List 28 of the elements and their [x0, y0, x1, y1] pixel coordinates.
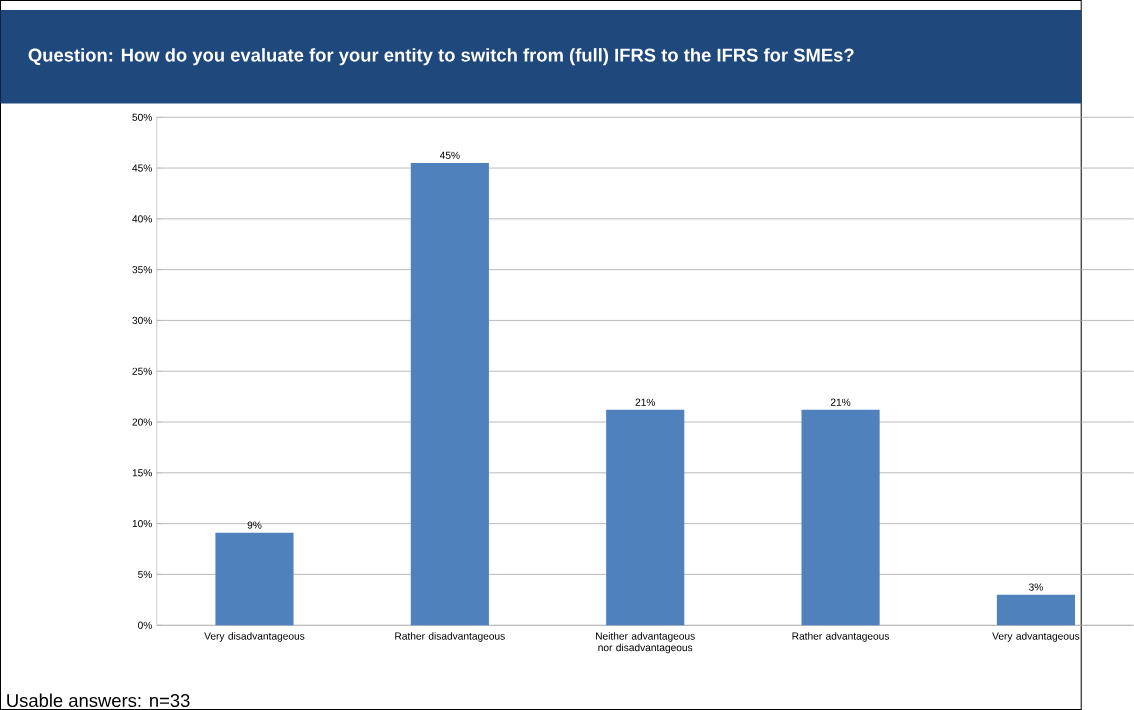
- x-tick-label: Very disadvantageous: [204, 632, 305, 642]
- y-tick-label: 40%: [132, 215, 152, 223]
- y-tick-label: 30%: [132, 316, 152, 325]
- y-tick-label: 50%: [132, 113, 152, 121]
- x-tick-label: Very advantageous: [992, 632, 1080, 642]
- y-tick-label: 15%: [132, 469, 152, 477]
- y-tick-label: 0%: [138, 621, 152, 629]
- bar: [606, 409, 685, 626]
- data-label: 3%: [1028, 583, 1043, 591]
- bar: [801, 409, 880, 626]
- y-tick-label: 5%: [138, 570, 152, 578]
- bar: [410, 162, 489, 626]
- data-label: 21%: [635, 398, 656, 406]
- data-label: 45%: [439, 151, 460, 159]
- bar: [996, 594, 1076, 626]
- x-tick-label: Rather disadvantageous: [395, 632, 505, 642]
- data-label: 21%: [830, 398, 851, 406]
- x-tick-label: Neither advantageous nor disadvantageous: [596, 632, 695, 654]
- y-tick-label: 20%: [132, 418, 152, 426]
- x-tick-label: Rather advantageous: [792, 632, 890, 642]
- y-tick-label: 25%: [132, 367, 152, 375]
- chart-title: Question: How do you evaluate for your entity to switch from (full) IFRS to the IFRS for SMEs?: [28, 48, 854, 66]
- y-tick-label: 35%: [132, 266, 152, 274]
- text: Usable answers: n=33: [7, 693, 190, 708]
- y-tick-label: 45%: [132, 164, 152, 172]
- y-tick-label: 10%: [132, 520, 152, 528]
- data-label: 9%: [247, 521, 262, 529]
- bar: [215, 532, 294, 626]
